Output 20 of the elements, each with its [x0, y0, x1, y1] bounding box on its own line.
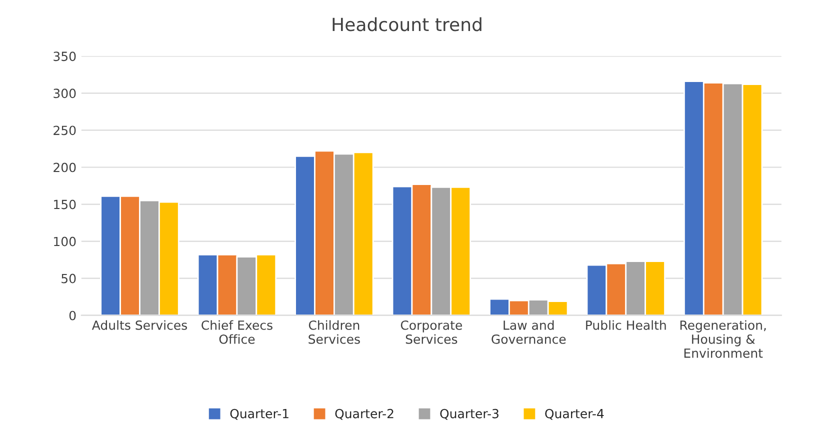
- x-tick-label: Adults Services: [92, 320, 188, 330]
- x-tick-label: Public Health: [586, 320, 666, 330]
- legend-label: Quarter-2: [335, 408, 394, 420]
- x-tick-label: Corporate Services: [400, 320, 462, 344]
- legend-label: Quarter-4: [545, 408, 604, 420]
- y-tick-label: 300: [54, 88, 76, 98]
- x-tick-label: Regeneration, Housing & Environment: [680, 320, 766, 358]
- y-tick-label: 100: [54, 236, 76, 246]
- chart-title: Headcount trend: [332, 17, 482, 32]
- x-tick-label: Law and Governance: [492, 320, 566, 344]
- y-tick-label: 50: [62, 274, 76, 284]
- y-tick-label: 350: [54, 52, 76, 62]
- legend-label: Quarter-1: [230, 408, 288, 420]
- y-tick-label: 250: [54, 126, 76, 136]
- x-tick-label: Chief Execs Office: [202, 320, 272, 344]
- y-tick-label: 0: [69, 310, 76, 320]
- y-tick-label: 200: [54, 162, 76, 172]
- y-tick-label: 150: [54, 200, 76, 210]
- x-tick-label: Children Services: [308, 320, 360, 344]
- legend-label: Quarter-3: [440, 408, 498, 420]
